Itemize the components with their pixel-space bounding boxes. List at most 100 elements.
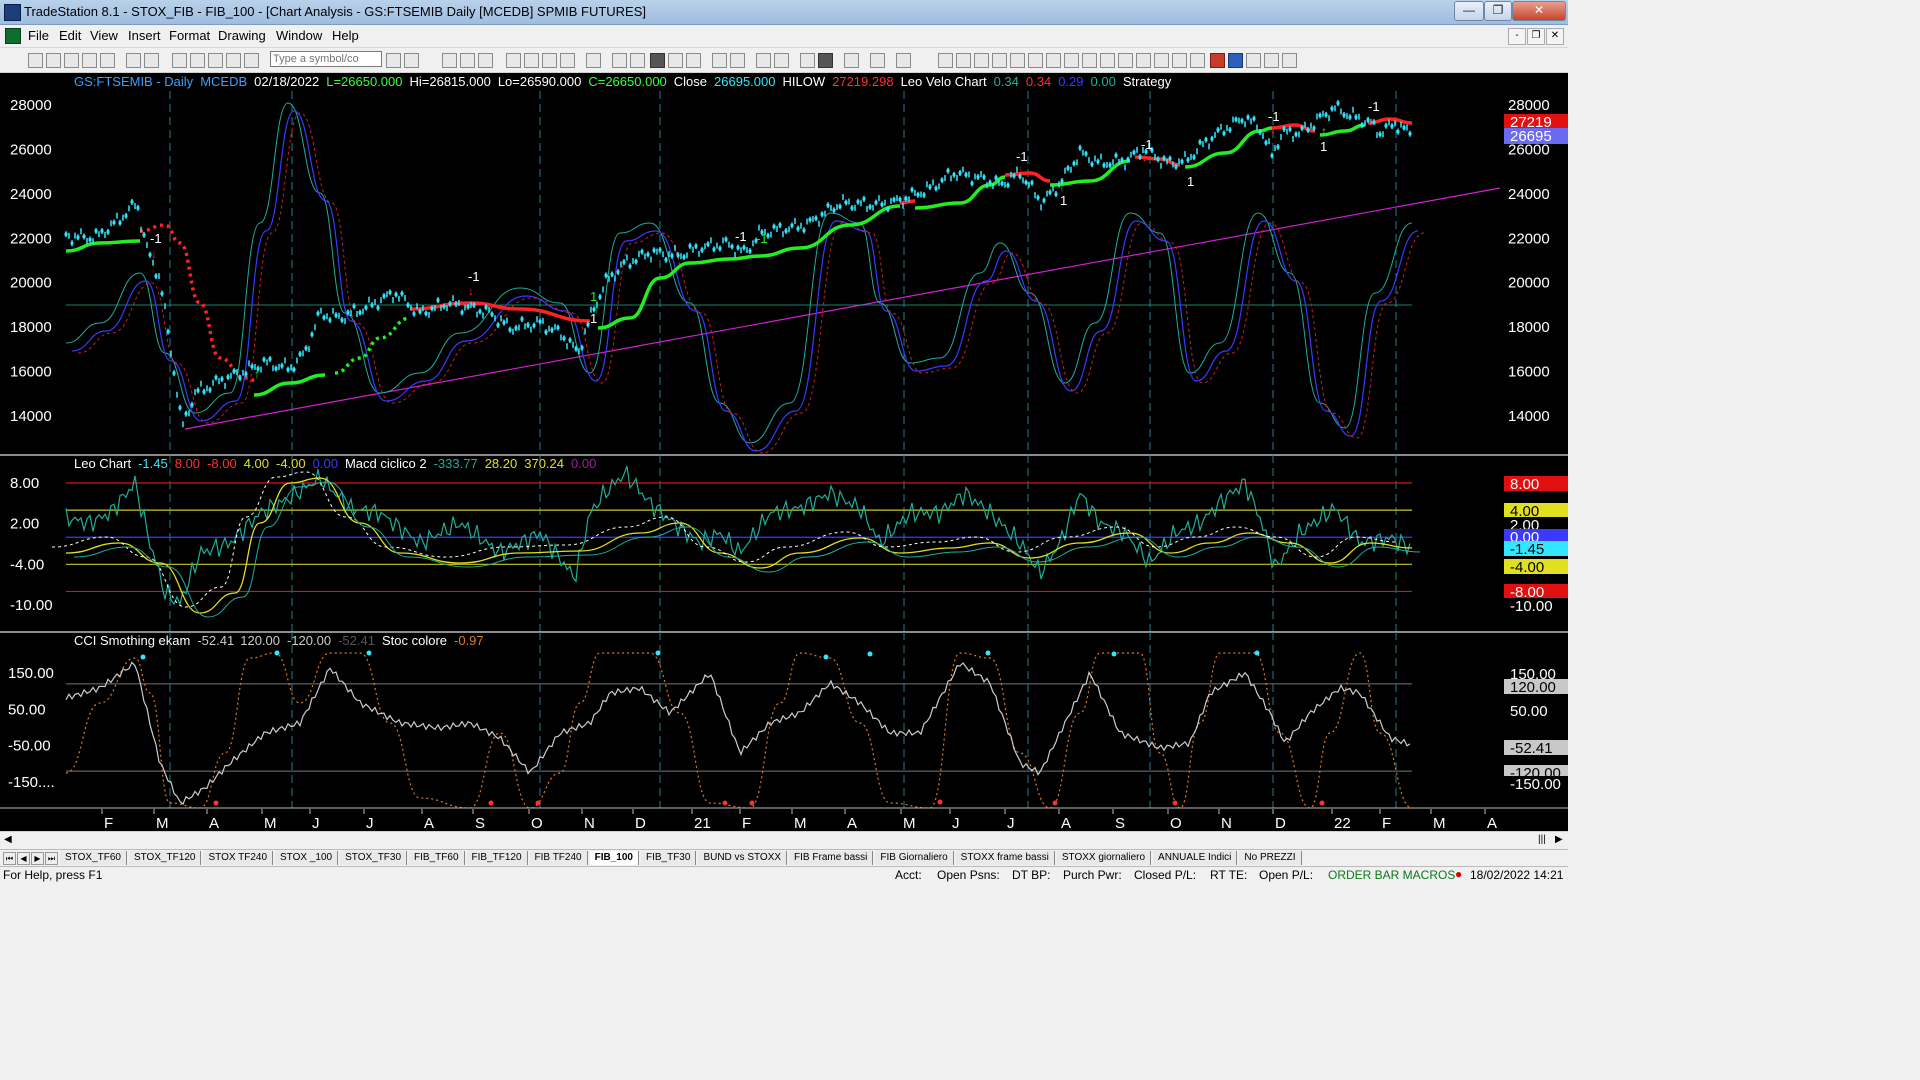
strategy-signal-label[interactable]: 1 xyxy=(1187,174,1194,189)
trend-stop-line[interactable] xyxy=(139,223,259,383)
activity-bar-icon[interactable] xyxy=(612,53,627,68)
trend-stop-line[interactable] xyxy=(1184,126,1273,169)
trendline-tool-icon[interactable] xyxy=(938,53,953,68)
tab-stox-tf60[interactable]: STOX_TF60 xyxy=(60,851,127,865)
trend-stop-line[interactable] xyxy=(334,316,411,375)
menu-insert[interactable]: Insert xyxy=(128,28,161,43)
print-icon[interactable] xyxy=(126,53,141,68)
price-channel-tool-icon[interactable] xyxy=(1118,53,1133,68)
close-button[interactable]: ✕ xyxy=(1512,1,1566,21)
mdi-minimize-button[interactable]: - xyxy=(1508,28,1526,45)
tab-fib-giornaliero[interactable]: FIB Giornaliero xyxy=(875,851,954,865)
tab-fib-tf120[interactable]: FIB_TF120 xyxy=(466,851,528,865)
maximize-button[interactable]: ❐ xyxy=(1484,1,1512,21)
tab-fib-tf30[interactable]: FIB_TF30 xyxy=(640,851,697,865)
chart-analysis-window[interactable]: 28000 28000 26000 26000 24000 24000 22000 22000… xyxy=(0,73,1568,831)
open-workspace-icon[interactable] xyxy=(64,53,79,68)
strategy-signal-label[interactable]: -1 xyxy=(756,231,768,246)
menu-drawing[interactable]: Drawing xyxy=(218,28,266,43)
trend-stop-line[interactable] xyxy=(65,239,141,253)
text-tool-icon[interactable] xyxy=(1282,53,1297,68)
zoom-out-icon[interactable] xyxy=(774,53,789,68)
cci-panel[interactable]: 150.00 50.00 -50.00 -150.... CCI Smothing e… xyxy=(8,632,1568,809)
prev-tab-icon[interactable]: ◀ xyxy=(17,852,30,865)
insert-analysis-icon[interactable] xyxy=(442,53,457,68)
trend-stop-line[interactable] xyxy=(253,373,326,397)
tab-stoxx-giornaliero[interactable]: STOXX giornaliero xyxy=(1056,851,1152,865)
paintbar-icon[interactable] xyxy=(542,53,557,68)
trend-stop-line[interactable] xyxy=(409,301,591,323)
market-depth-icon[interactable] xyxy=(630,53,645,68)
chart-analysis-icon[interactable] xyxy=(172,53,187,68)
trend-stop-line[interactable] xyxy=(914,175,1006,210)
symbol-lookup-icon[interactable] xyxy=(404,53,419,68)
showme-icon[interactable] xyxy=(560,53,575,68)
speedline-tool-icon[interactable] xyxy=(1028,53,1043,68)
tools-icon[interactable] xyxy=(844,53,859,68)
save-all-icon[interactable] xyxy=(100,53,115,68)
trend-stop-line[interactable] xyxy=(1049,159,1131,187)
regression-tool-icon[interactable] xyxy=(1064,53,1079,68)
strategy-signal-label[interactable]: -1 xyxy=(1016,149,1028,164)
menu-file[interactable]: File xyxy=(28,28,49,43)
menu-view[interactable]: View xyxy=(90,28,118,43)
tab-stoxx-frame-bassi[interactable]: STOXX frame bassi xyxy=(955,851,1055,865)
retracement-tool-icon[interactable] xyxy=(992,53,1007,68)
tab-no-prezzi[interactable]: No PREZZI xyxy=(1239,851,1302,865)
line-chart-icon[interactable] xyxy=(686,53,701,68)
fib-arc-tool-icon[interactable] xyxy=(1154,53,1169,68)
tradestation-app-icon[interactable] xyxy=(4,4,21,21)
macros-icon[interactable] xyxy=(896,53,911,68)
freehand-tool-icon[interactable] xyxy=(1172,53,1187,68)
order-bar-macros-label[interactable]: ORDER BAR MACROS xyxy=(1328,868,1456,882)
vertical-line-tool-icon[interactable] xyxy=(956,53,971,68)
rectangle-tool-icon[interactable] xyxy=(1264,53,1279,68)
open-icon[interactable] xyxy=(46,53,61,68)
parallel-lines-tool-icon[interactable] xyxy=(1100,53,1115,68)
news-icon[interactable] xyxy=(244,53,259,68)
tab-fib-frame-bassi[interactable]: FIB Frame bassi xyxy=(789,851,874,865)
tab-annuale-indici[interactable]: ANNUALE Indici xyxy=(1153,851,1238,865)
chart-canvas[interactable]: 28000 28000 26000 26000 24000 24000 22000 22000… xyxy=(0,73,1568,831)
tab-fib-tf60[interactable]: FIB_TF60 xyxy=(409,851,465,865)
down-arrow-tool-icon[interactable] xyxy=(1210,53,1225,68)
strategy-signal-label[interactable]: 1 xyxy=(590,311,597,326)
strategy-signal-label[interactable]: 1 xyxy=(1320,139,1327,154)
menu-window[interactable]: Window xyxy=(276,28,323,43)
first-tab-icon[interactable]: ⏮ xyxy=(3,852,16,865)
arc-tool-icon[interactable] xyxy=(1190,53,1205,68)
menu-help[interactable]: Help xyxy=(332,28,359,43)
tab-fib-100[interactable]: FIB_100 xyxy=(589,851,639,865)
interval-up-icon[interactable] xyxy=(712,53,727,68)
menu-edit[interactable]: Edit xyxy=(59,28,82,43)
strategy-signal-label[interactable]: -1 xyxy=(1368,99,1380,114)
scroll-right-icon[interactable]: ▶ xyxy=(1555,834,1563,845)
trend-stop-line[interactable] xyxy=(1319,123,1366,137)
new-icon[interactable] xyxy=(28,53,43,68)
matrix-icon[interactable] xyxy=(208,53,223,68)
chart-document-icon[interactable] xyxy=(5,28,21,44)
tab-stox-tf240[interactable]: STOX TF240 xyxy=(203,851,274,865)
tab-bund-vs-stoxx[interactable]: BUND vs STOXX xyxy=(698,851,788,865)
horizontal-scrollbar[interactable]: ◀ ||| ▶ xyxy=(0,831,1568,849)
scroll-grip-icon[interactable]: ||| xyxy=(1538,834,1546,845)
bar-chart-icon[interactable] xyxy=(650,53,665,68)
radar-screen-icon[interactable] xyxy=(190,53,205,68)
interval-down-icon[interactable] xyxy=(730,53,745,68)
last-tab-icon[interactable]: ⏭ xyxy=(45,852,58,865)
candlestick-icon[interactable] xyxy=(668,53,683,68)
tab-stox-tf30[interactable]: STOX_TF30 xyxy=(340,851,408,865)
mdi-close-button[interactable]: ✕ xyxy=(1546,28,1564,45)
mdi-restore-button[interactable]: ❐ xyxy=(1527,28,1545,45)
tab-fib-tf240[interactable]: FIB TF240 xyxy=(529,851,588,865)
tab-stox-100[interactable]: STOX _100 xyxy=(275,851,339,865)
strategy-icon[interactable] xyxy=(506,53,521,68)
ellipse-tool-icon[interactable] xyxy=(1246,53,1261,68)
gann-fan-tool-icon[interactable] xyxy=(1010,53,1025,68)
save-icon[interactable] xyxy=(82,53,97,68)
probability-map-icon[interactable] xyxy=(586,53,601,68)
leo-chart-panel[interactable]: 8.00 2.00 -4.00 -10.00 Leo Chart -1.45 8.00 -8… xyxy=(10,455,1568,632)
pointer-icon[interactable] xyxy=(800,53,815,68)
scroll-left-icon[interactable]: ◀ xyxy=(4,834,12,845)
fib-extension-tool-icon[interactable] xyxy=(1046,53,1061,68)
